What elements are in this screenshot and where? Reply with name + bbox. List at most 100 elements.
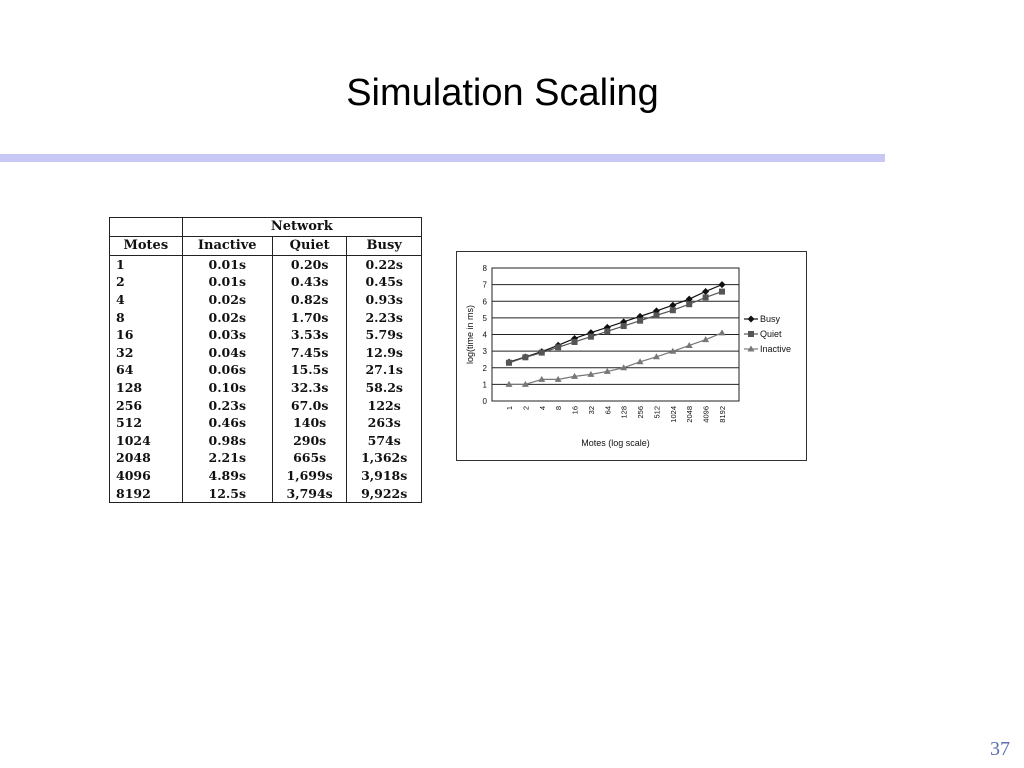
cell-quiet: 665s (272, 449, 348, 467)
cell-inactive: 0.02s (182, 290, 273, 309)
cell-motes: 4096 (109, 466, 183, 485)
cell-quiet: 1.70s (272, 308, 348, 326)
cell-quiet: 140s (272, 413, 348, 432)
data-point-inactive (718, 329, 726, 336)
cell-motes: 2048 (109, 449, 183, 467)
table-row: 2 0.01s 0.43s 0.45s (109, 273, 422, 291)
cell-busy: 2.23s (346, 308, 422, 326)
x-tick-label: 32 (587, 406, 596, 414)
slide-title: Simulation Scaling (346, 72, 659, 114)
data-point-busy (685, 295, 693, 303)
cell-quiet: 1,699s (272, 466, 348, 485)
scaling-chart: 0 1 2 3 4 5 6 7 8 1 2 4 8 16 32 64 128 256 512 1024 2048 4096… (465, 264, 791, 448)
x-tick-label: 256 (636, 406, 645, 419)
data-point-quiet (669, 307, 676, 314)
table-row: 8 0.02s 1.70s 2.23s (109, 308, 422, 326)
cell-quiet: 15.5s (272, 361, 348, 379)
cell-motes: 8192 (109, 484, 183, 503)
data-point-inactive (554, 375, 562, 382)
cell-busy: 58.2s (346, 378, 422, 397)
table-row: 16 0.03s 3.53s 5.79s (109, 325, 422, 344)
x-tick-label: 4 (538, 406, 547, 410)
cell-quiet: 0.43s (272, 273, 348, 291)
y-tick-label: 0 (483, 397, 488, 406)
cell-busy: 5.79s (346, 325, 422, 344)
chart-frame: 0 1 2 3 4 5 6 7 8 1 2 4 8 16 32 64 128 256 512 1024 2048 4096… (456, 251, 807, 461)
cell-motes: 1024 (109, 431, 183, 450)
cell-busy: 0.45s (346, 273, 422, 291)
x-tick-label: 8192 (718, 406, 727, 423)
data-point-quiet (637, 317, 644, 324)
legend-marker-inactive (747, 345, 755, 352)
table-row: 64 0.06s 15.5s 27.1s (109, 361, 422, 379)
data-point-quiet (604, 328, 611, 335)
cell-quiet: 290s (272, 431, 348, 450)
cell-motes: 8 (109, 308, 183, 326)
legend-label-busy: Busy (760, 314, 781, 324)
cell-motes: 64 (109, 361, 183, 379)
data-point-quiet (620, 323, 627, 330)
cell-motes: 512 (109, 413, 183, 432)
x-tick-label: 64 (603, 406, 612, 414)
legend-label-inactive: Inactive (760, 344, 791, 354)
cell-motes: 4 (109, 290, 183, 309)
legend-marker-quiet (748, 331, 754, 337)
data-point-inactive (652, 353, 660, 360)
cell-inactive: 0.01s (182, 255, 273, 274)
data-point-inactive (603, 367, 611, 374)
series-line-inactive (509, 332, 723, 385)
cell-motes: 16 (109, 325, 183, 344)
data-point-inactive (571, 372, 579, 379)
y-tick-label: 5 (483, 314, 488, 323)
table-corner (109, 217, 183, 237)
y-axis-label: log(time in ms) (465, 305, 475, 364)
x-tick-label: 8 (554, 406, 563, 410)
data-point-quiet (506, 359, 512, 366)
data-point-inactive (636, 358, 644, 365)
cell-busy: 263s (346, 413, 422, 432)
data-point-quiet (702, 294, 709, 301)
page-number: 37 (990, 738, 1010, 760)
table-row: 32 0.04s 7.45s 12.9s (109, 343, 422, 362)
cell-busy: 9,922s (346, 484, 422, 503)
cell-busy: 3,918s (346, 466, 422, 485)
table-row: 2048 2.21s 665s 1,362s (109, 449, 422, 467)
x-tick-label: 512 (652, 406, 661, 419)
legend-marker-busy (747, 315, 755, 323)
x-tick-label: 1024 (669, 406, 678, 423)
cell-quiet: 7.45s (272, 343, 348, 362)
table-row: 1 0.01s 0.20s 0.22s (109, 255, 422, 274)
table-row: 512 0.46s 140s 263s (109, 413, 422, 432)
data-point-quiet (571, 338, 578, 345)
cell-motes: 32 (109, 343, 183, 362)
cell-inactive: 0.46s (182, 413, 273, 432)
data-point-quiet (653, 312, 660, 319)
cell-inactive: 4.89s (182, 466, 273, 485)
data-point-inactive (669, 347, 677, 354)
cell-quiet: 3,794s (272, 484, 348, 503)
x-tick-label: 128 (620, 406, 629, 419)
data-point-inactive (505, 380, 513, 387)
data-point-inactive (521, 380, 529, 387)
title-divider (0, 154, 885, 162)
x-tick-label: 16 (571, 406, 580, 414)
data-point-inactive (587, 370, 595, 377)
data-point-quiet (522, 354, 529, 361)
table-body: 1 0.01s 0.20s 0.22s 2 0.01s 0.43s 0.45s 4 0.02s 0.… (109, 255, 422, 503)
legend-label-quiet: Quiet (760, 329, 782, 339)
x-tick-label: 4096 (702, 406, 711, 423)
cell-inactive: 0.02s (182, 308, 273, 326)
cell-quiet: 32.3s (272, 378, 348, 397)
network-group-header: Network (182, 217, 423, 237)
cell-busy: 0.22s (346, 255, 422, 274)
column-header-inactive: Inactive (182, 235, 273, 256)
y-tick-label: 8 (483, 264, 488, 273)
data-point-quiet (587, 333, 594, 340)
table-row: 4 0.02s 0.82s 0.93s (109, 290, 422, 309)
data-point-inactive (685, 341, 693, 348)
y-tick-label: 4 (483, 331, 488, 340)
x-tick-label: 1 (505, 406, 514, 410)
cell-quiet: 3.53s (272, 325, 348, 344)
cell-quiet: 0.82s (272, 290, 348, 309)
cell-busy: 0.93s (346, 290, 422, 309)
